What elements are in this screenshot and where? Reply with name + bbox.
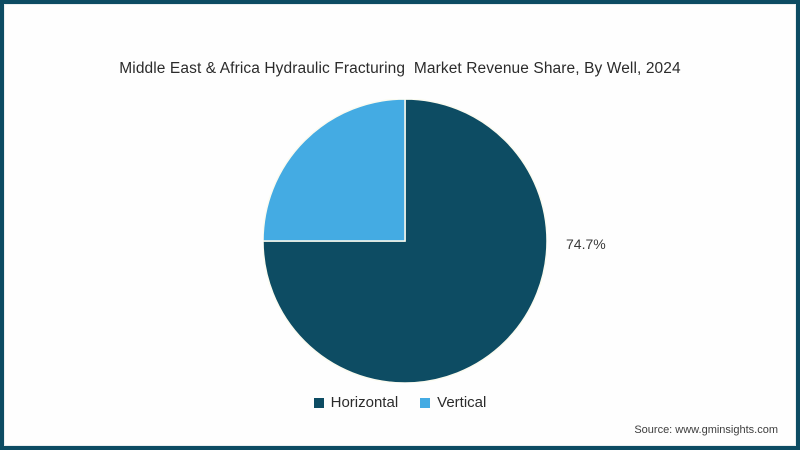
- source-attribution: Source: www.gminsights.com: [634, 424, 778, 436]
- legend-label-horizontal: Horizontal: [330, 394, 399, 411]
- pie-slice-vertical[interactable]: [263, 99, 406, 242]
- pie-slice-horizontal[interactable]: [263, 99, 547, 383]
- chart-legend: Horizontal Vertical: [4, 395, 796, 410]
- pie-chart: [263, 99, 547, 383]
- data-label-horizontal: 74.7%: [566, 236, 606, 252]
- legend-item-horizontal[interactable]: Horizontal: [313, 394, 399, 411]
- legend-swatch-icon-vertical: [420, 397, 431, 408]
- legend-swatch-icon-horizontal: [313, 397, 324, 408]
- pie-chart-svg: [263, 99, 547, 383]
- legend-item-vertical[interactable]: Vertical: [420, 395, 486, 410]
- legend-label-vertical: Vertical: [437, 394, 487, 411]
- page-title: Middle East & Africa Hydraulic Fracturin…: [119, 60, 681, 77]
